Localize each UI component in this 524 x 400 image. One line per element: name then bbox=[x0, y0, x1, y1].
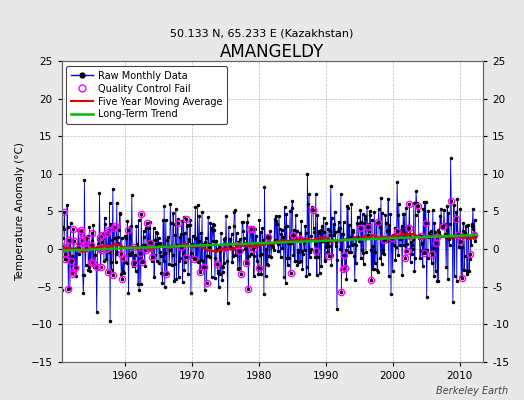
Y-axis label: Temperature Anomaly (°C): Temperature Anomaly (°C) bbox=[15, 142, 25, 281]
Text: Berkeley Earth: Berkeley Earth bbox=[436, 386, 508, 396]
Legend: Raw Monthly Data, Quality Control Fail, Five Year Moving Average, Long-Term Tren: Raw Monthly Data, Quality Control Fail, … bbox=[67, 66, 227, 124]
Text: 50.133 N, 65.233 E (Kazakhstan): 50.133 N, 65.233 E (Kazakhstan) bbox=[170, 28, 354, 38]
Title: AMANGELDY: AMANGELDY bbox=[220, 43, 324, 61]
